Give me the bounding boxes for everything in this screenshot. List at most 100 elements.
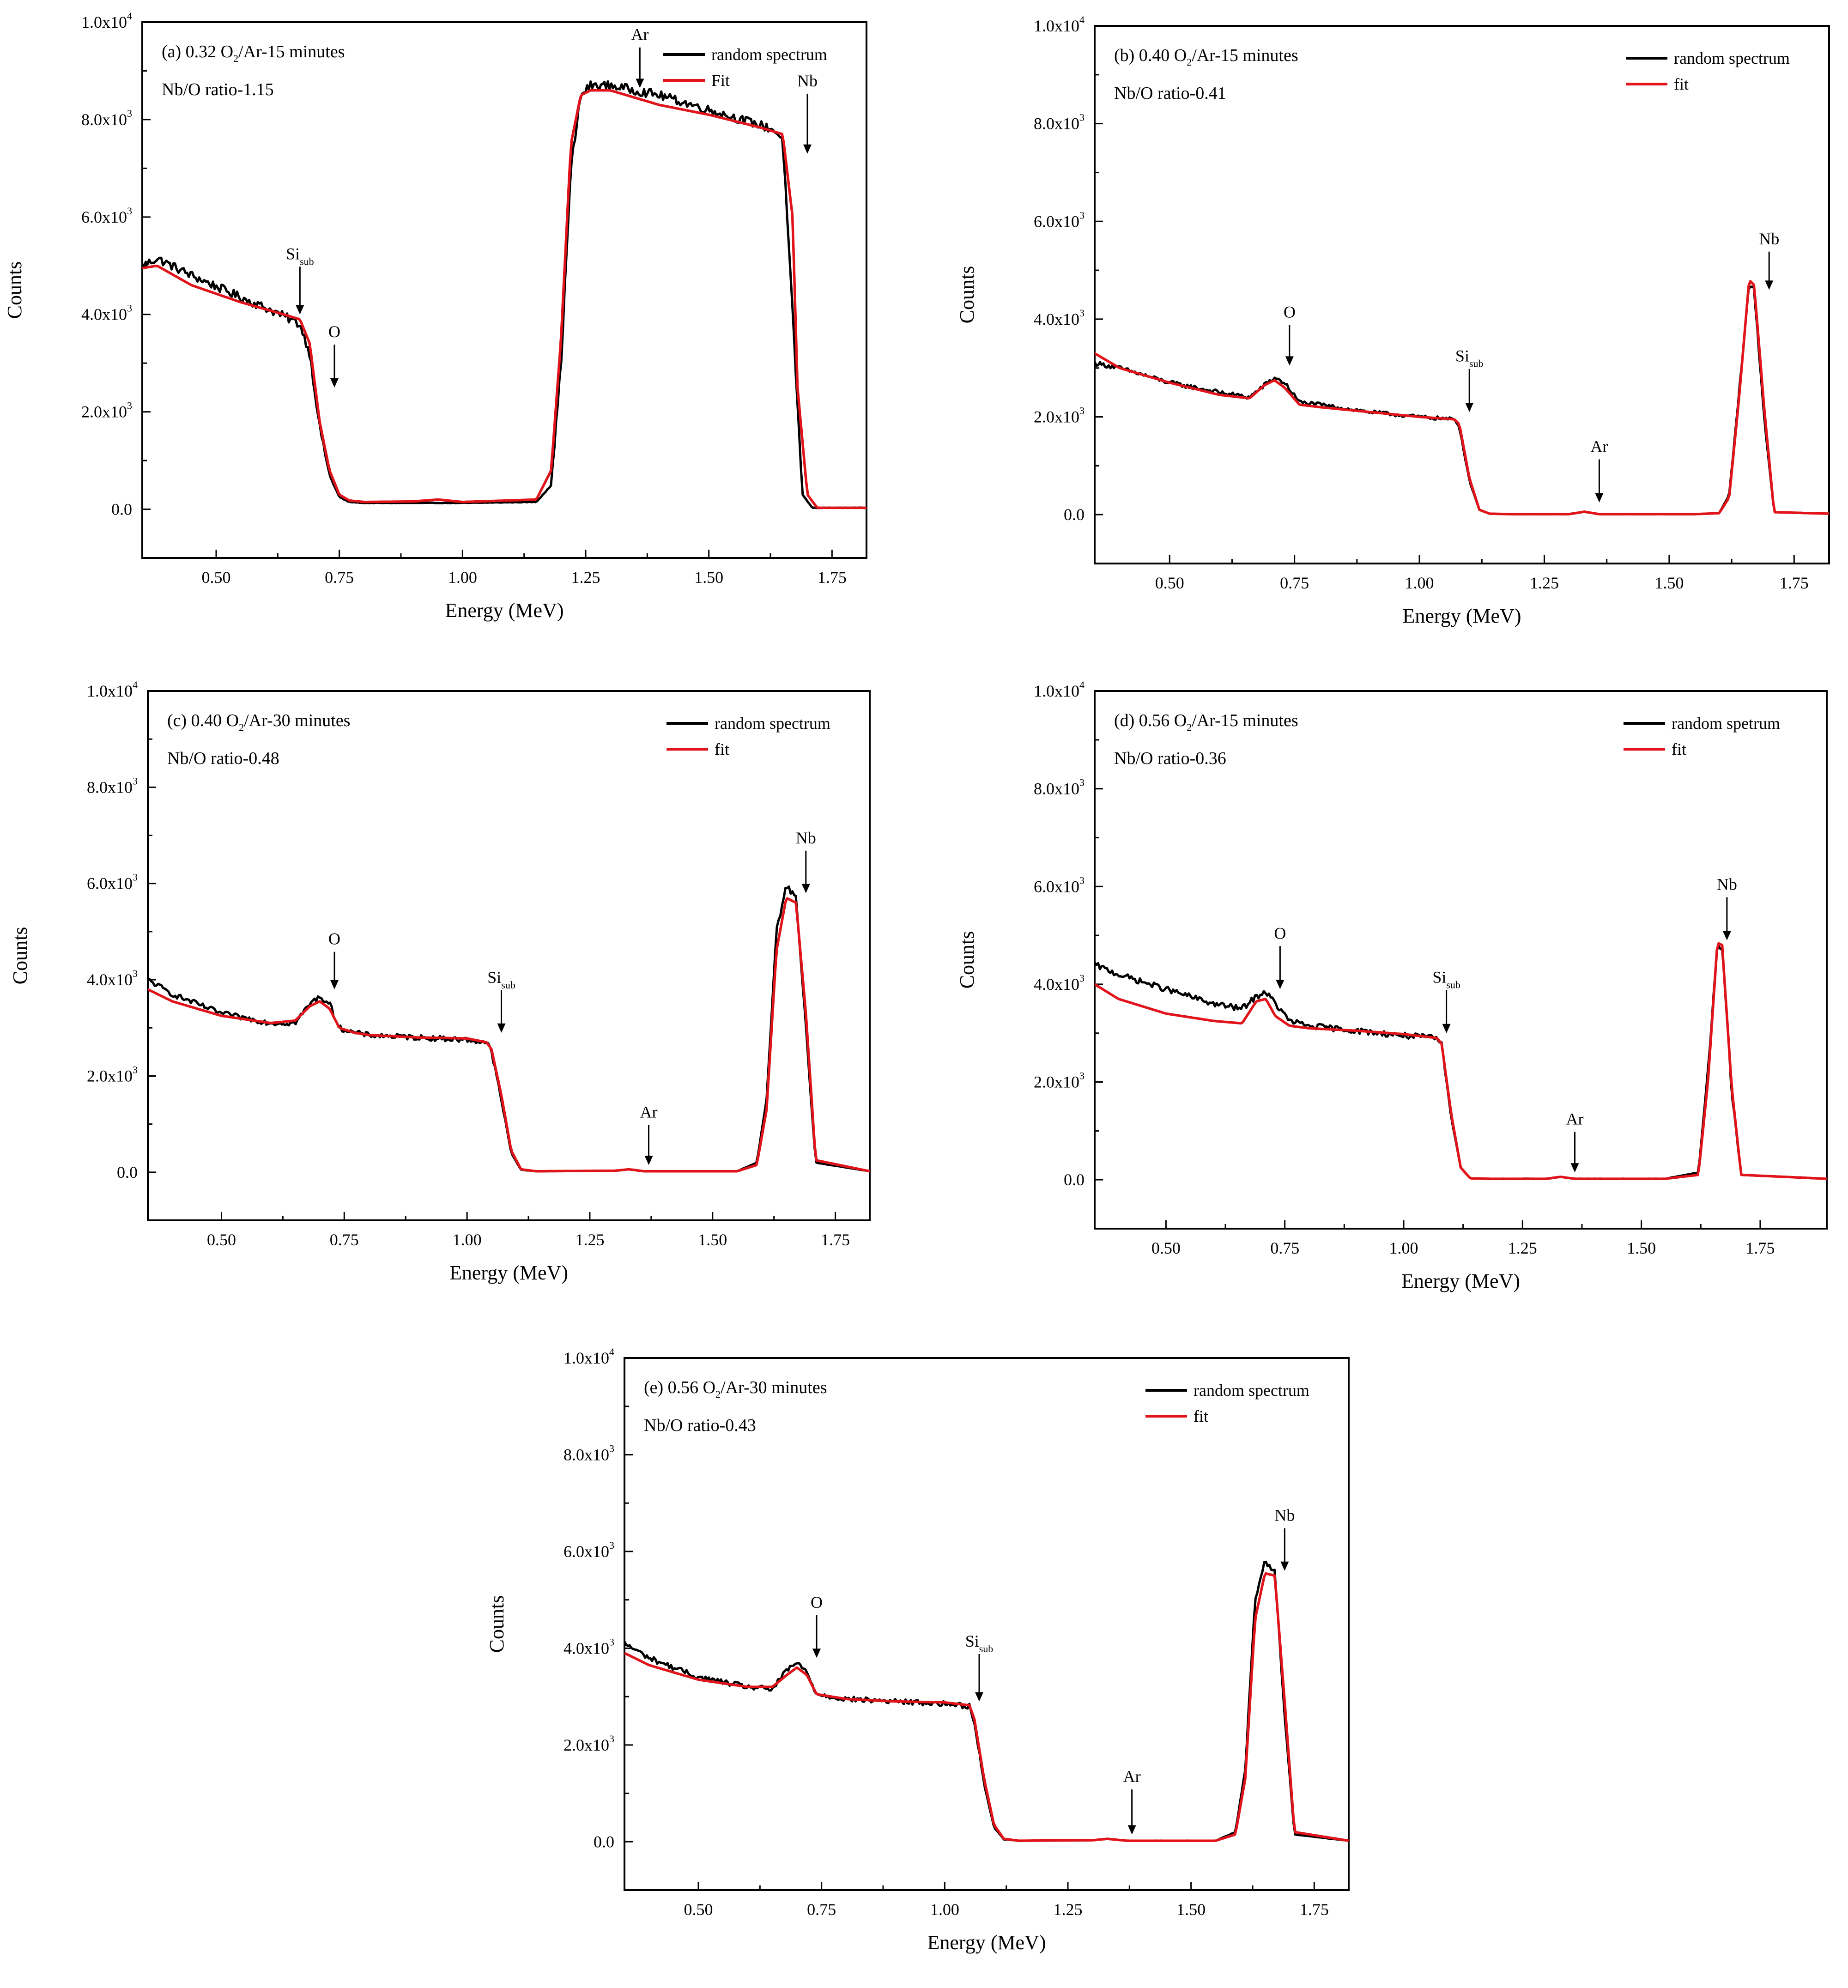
y-tick-label: 1.0x104 — [1034, 679, 1085, 700]
x-tick-label: 0.75 — [807, 1900, 836, 1919]
legend-label: fit — [1672, 740, 1686, 758]
panel-title: (b) 0.40 O2/Ar-15 minutes — [1114, 46, 1298, 68]
peak-arrow-head — [1442, 1024, 1451, 1033]
y-tick-label: 0.0 — [1064, 505, 1085, 524]
peak-label: O — [1284, 303, 1296, 321]
peak-arrow-head — [1722, 931, 1731, 940]
x-tick-label: 0.50 — [207, 1230, 236, 1249]
y-tick-exponent: 3 — [127, 303, 132, 314]
y-tick-exponent: 3 — [127, 205, 132, 217]
x-tick-label: 1.75 — [818, 568, 847, 587]
x-tick-label: 1.00 — [1405, 574, 1434, 592]
x-tick-label: 1.75 — [1780, 574, 1809, 592]
panel-e: 0.50 0.75 1.00 1.25 1.50 1.750.02.0x1034.0x10… — [485, 1346, 1350, 1954]
x-tick-label: 1.75 — [821, 1230, 850, 1249]
y-tick-label: 1.0x104 — [87, 679, 138, 700]
panel-a: 0.50 0.75 1.00 1.25 1.50 1.750.02.0x1034.0x10… — [3, 10, 867, 622]
y-tick-mantissa: 1.0x10 — [1034, 17, 1079, 35]
legend-label: fit — [1674, 75, 1689, 93]
x-tick-label: 1.50 — [1627, 1239, 1656, 1257]
peak-arrow-head — [330, 980, 339, 989]
y-tick-label: 6.0x103 — [563, 1539, 614, 1561]
x-axis-title: Energy (MeV) — [449, 1261, 568, 1284]
y-tick-exponent: 3 — [1079, 874, 1085, 886]
y-tick-label: 6.0x103 — [87, 872, 138, 893]
panel-title-suffix: /Ar-30 minutes — [244, 711, 350, 730]
x-tick-label: 0.75 — [325, 568, 354, 587]
y-tick-label: 2.0x103 — [87, 1064, 138, 1085]
peak-label: Sisub — [965, 1632, 994, 1655]
x-tick-label: 1.25 — [571, 568, 600, 587]
peak-label-text: O — [1284, 303, 1296, 321]
y-tick-mantissa: 4.0x10 — [87, 970, 133, 989]
y-tick-mantissa: 6.0x10 — [81, 208, 127, 226]
peak-label: Nb — [1717, 875, 1737, 893]
panel-title-subscript: 2 — [1187, 56, 1192, 68]
y-tick-label: 4.0x103 — [81, 303, 132, 324]
panel-title-suffix: /Ar-15 minutes — [238, 42, 345, 61]
peak-arrow-head — [1280, 1561, 1289, 1571]
panel-title-prefix: (c) 0.40 O — [167, 711, 239, 730]
peak-label: Ar — [631, 25, 648, 44]
legend-label: random spectrum — [715, 714, 830, 733]
nb-o-ratio: Nb/O ratio-0.48 — [167, 749, 279, 768]
peak-arrow-head — [1595, 493, 1604, 503]
peak-label-text: O — [1274, 924, 1286, 942]
panel-title: (c) 0.40 O2/Ar-30 minutes — [167, 711, 351, 733]
x-tick-label: 0.50 — [684, 1900, 713, 1919]
x-tick-label: 1.00 — [448, 568, 477, 587]
peak-arrow-head — [812, 1649, 821, 1658]
peak-arrow-head — [497, 1023, 506, 1033]
y-tick-exponent: 3 — [609, 1636, 614, 1648]
y-tick-mantissa: 2.0x10 — [81, 403, 127, 421]
peak-arrow-head — [1465, 402, 1474, 412]
peak-arrow-head — [636, 79, 644, 88]
x-tick-label: 1.25 — [1530, 574, 1559, 592]
y-tick-label: 6.0x103 — [1034, 209, 1085, 230]
series-line-fit — [148, 897, 870, 1173]
peak-label: Nb — [797, 72, 818, 90]
y-tick-mantissa: 1.0x10 — [81, 13, 127, 31]
peak-label-text: Si — [286, 244, 300, 263]
peak-label-subscript: sub — [979, 1643, 994, 1655]
y-tick-label: 8.0x103 — [563, 1443, 614, 1464]
legend-label: random spectrum — [1674, 49, 1790, 67]
peak-label-text: O — [328, 322, 340, 341]
peak-label: O — [811, 1593, 823, 1612]
y-tick-exponent: 3 — [1079, 209, 1085, 221]
peak-arrow-head — [1285, 356, 1294, 366]
peak-arrow-head — [644, 1156, 653, 1165]
peak-label-text: Si — [965, 1632, 979, 1650]
y-tick-label: 8.0x103 — [81, 108, 132, 129]
y-axis-title: Counts — [3, 261, 26, 319]
peak-label-text: Nb — [797, 72, 818, 90]
y-tick-mantissa: 4.0x10 — [81, 305, 127, 324]
y-tick-mantissa: 6.0x10 — [87, 874, 133, 893]
y-tick-label: 4.0x103 — [1034, 972, 1085, 994]
nb-o-ratio: Nb/O ratio-0.41 — [1114, 84, 1226, 103]
y-tick-exponent: 3 — [1079, 307, 1085, 319]
x-tick-label: 1.25 — [575, 1230, 604, 1249]
y-tick-mantissa: 2.0x10 — [1034, 1073, 1079, 1091]
peak-label: Sisub — [1432, 968, 1460, 990]
panel-title-prefix: (a) 0.32 O — [162, 42, 233, 61]
peak-label: O — [328, 930, 340, 948]
legend-label: fit — [1194, 1407, 1208, 1425]
y-tick-exponent: 3 — [133, 872, 138, 883]
y-tick-exponent: 3 — [133, 775, 138, 787]
y-tick-label: 0.0 — [117, 1163, 138, 1182]
y-tick-mantissa: 4.0x10 — [1034, 975, 1079, 994]
x-tick-label: 0.50 — [202, 568, 231, 587]
y-tick-mantissa: 1.0x10 — [563, 1349, 609, 1367]
x-tick-label: 1.50 — [1654, 574, 1684, 592]
panel-d: 0.50 0.75 1.00 1.25 1.50 1.750.02.0x1034.0x10… — [956, 679, 1828, 1292]
peak-label-text: Nb — [1759, 230, 1779, 248]
y-tick-exponent: 3 — [609, 1443, 614, 1454]
nb-o-ratio: Nb/O ratio-0.36 — [1114, 749, 1226, 768]
y-tick-mantissa: 8.0x10 — [87, 778, 133, 796]
panel-title: (a) 0.32 O2/Ar-15 minutes — [162, 42, 345, 64]
panel-title-subscript: 2 — [1187, 721, 1192, 733]
y-tick-mantissa: 8.0x10 — [563, 1445, 609, 1464]
peak-label-text: Ar — [1590, 437, 1608, 455]
peak-label-text: O — [328, 930, 340, 948]
